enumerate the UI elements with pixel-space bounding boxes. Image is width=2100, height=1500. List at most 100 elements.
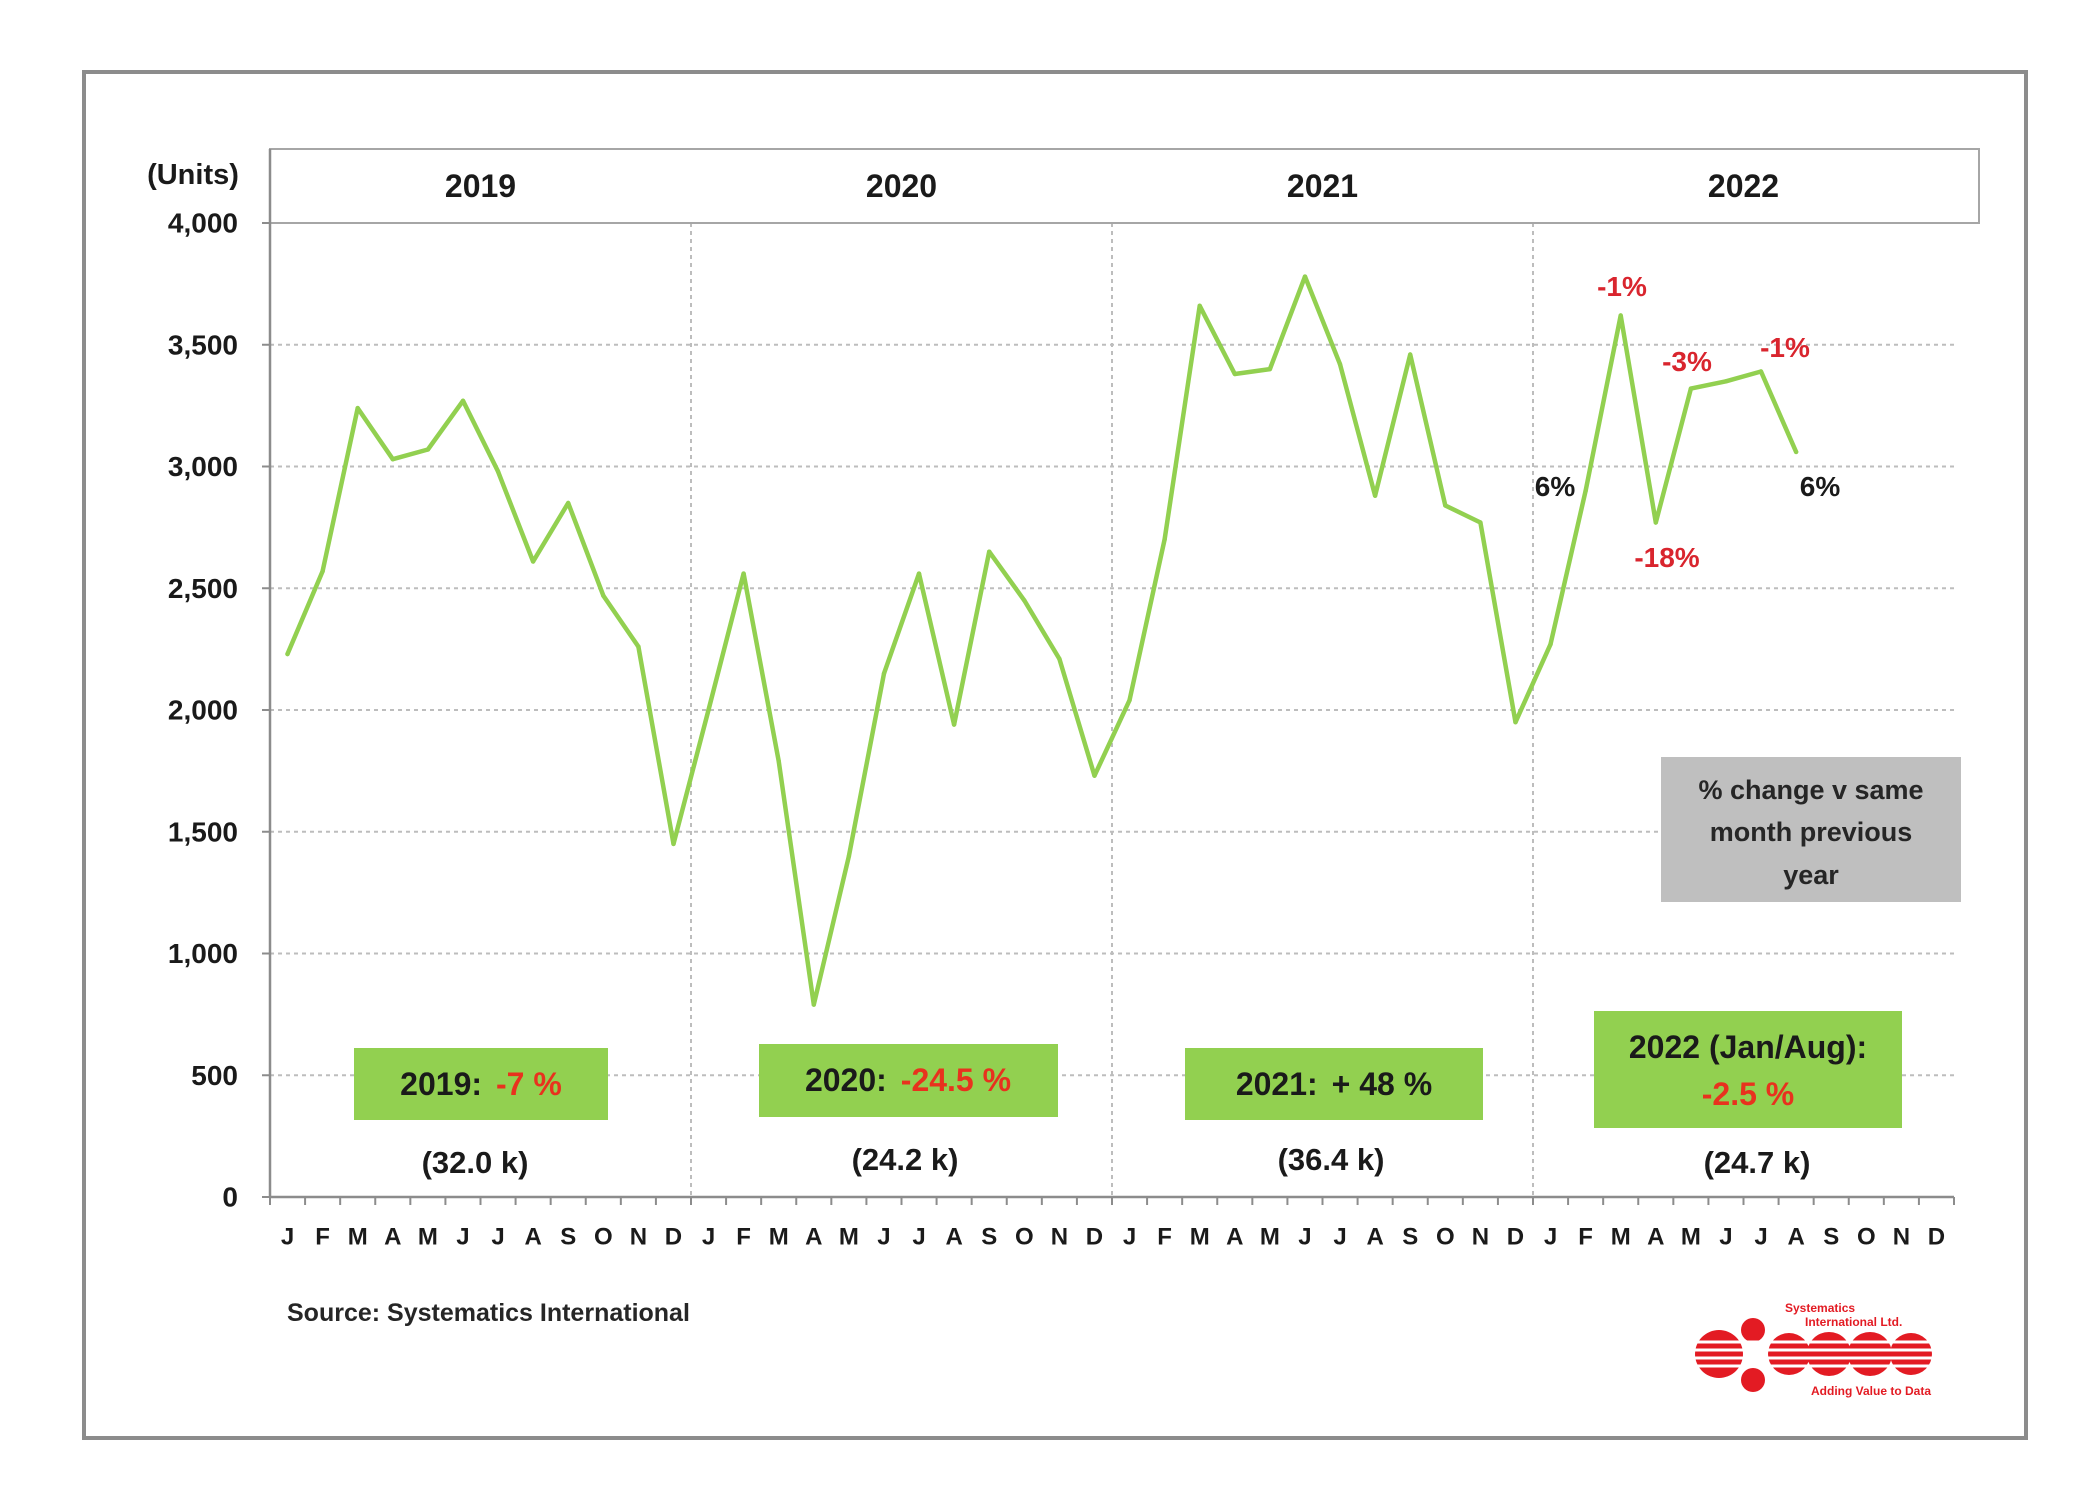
y-tick-label: 1,000 [168,938,238,969]
x-tick-label: A [945,1224,962,1251]
pct-change-label: 6% [1535,471,1576,502]
data-point [1162,537,1167,542]
summary-text: 2020: -24.5 % [805,1062,1011,1098]
x-tick-label: M [769,1224,789,1251]
data-point [495,469,501,474]
x-tick-label: N [1472,1224,1489,1251]
data-point [1337,362,1343,367]
logo-circle [1768,1333,1810,1375]
data-point [1232,371,1238,377]
pct-change-labels: 6% -1% -18% -3% -1% 6% [1535,271,1841,573]
year-labels: 2019 2020 2021 2022 [445,168,1779,204]
data-point [776,758,781,764]
summary-year-label: 2020: [805,1062,887,1098]
x-tick-label: O [1436,1224,1455,1251]
data-point [1618,313,1623,318]
x-tick-label: N [630,1224,647,1251]
company-logo: Systematics International Ltd. Adding Va… [1693,1301,1938,1398]
x-tick-label: A [524,1224,541,1251]
logo-circle [1695,1330,1743,1378]
axis-ticks [262,222,1955,1205]
yearly-total: (24.7 k) [1704,1145,1811,1180]
x-tick-label: F [736,1224,751,1251]
data-point [1127,698,1132,703]
data-point [1408,352,1413,357]
summary-box-2020: 2020: -24.5 % [759,1044,1058,1117]
yearly-total: (24.2 k) [852,1142,959,1177]
data-point [1653,520,1659,525]
series [285,274,1799,1007]
data-point [636,644,641,649]
x-tick-label: O [1857,1224,1876,1251]
note-line: year [1783,860,1839,890]
y-tick-label: 1,500 [168,816,238,847]
x-tick-label: M [1260,1224,1280,1251]
data-point [355,405,360,411]
data-point [881,671,887,676]
x-tick-label: O [594,1224,613,1251]
x-tick-label: M [418,1224,438,1251]
logo-tagline: Adding Value to Data [1811,1384,1931,1398]
x-tick-label: J [491,1224,504,1251]
data-point [1302,274,1308,279]
year-label: 2020 [866,168,937,204]
data-point [566,500,571,506]
x-tick-label: A [1787,1224,1804,1251]
y-tick-labels: 0 500 1,000 1,500 2,000 2,500 3,000 3,500 4,000 [168,208,238,1213]
y-tick-label: 2,000 [168,695,238,726]
logo-circle [1848,1332,1892,1376]
x-tick-label: D [1928,1224,1945,1251]
series-line [285,274,1799,1007]
summary-box-2019: 2019: -7 % [354,1048,608,1120]
data-point [425,447,431,452]
note-line: % change v same [1698,775,1923,805]
data-point [1688,386,1694,391]
pct-change-label: -1% [1597,271,1647,302]
y-tick-label: 3,500 [168,329,238,360]
note-box [1661,757,1961,902]
data-point [1372,493,1378,498]
data-point [1478,520,1483,525]
data-point [1267,366,1273,372]
data-point [706,707,711,713]
x-tick-label: N [1051,1224,1068,1251]
data-point [390,457,395,462]
yearly-total: (36.4 k) [1278,1142,1385,1177]
data-point [671,841,676,847]
x-tick-label: M [1190,1224,1210,1251]
pct-change-label: -1% [1760,332,1810,363]
pct-change-label: 6% [1800,471,1841,502]
x-tick-label: O [1015,1224,1034,1251]
x-tick-label: S [981,1224,997,1251]
chart-frame [82,70,2028,1440]
data-point [1057,656,1062,662]
x-tick-label: J [1544,1224,1557,1251]
x-tick-label: A [805,1224,822,1251]
x-tick-label: D [1507,1224,1524,1251]
x-tick-label: F [315,1224,330,1251]
data-point [811,1002,816,1007]
x-tick-label: M [1611,1224,1631,1251]
data-point [1513,720,1518,725]
data-point [741,571,746,576]
x-tick-label: S [1823,1224,1839,1251]
summary-box-background [354,1048,608,1120]
data-point [460,398,466,403]
summary-box-background [1594,1011,1902,1128]
logo-circle [1741,1368,1765,1392]
y-tick-label: 4,000 [168,208,238,239]
data-point [1443,503,1448,508]
x-tick-label: M [348,1224,368,1251]
summary-change: -2.5 % [1702,1076,1794,1112]
summary-change: -7 % [496,1066,562,1102]
x-tick-label: D [665,1224,682,1251]
summary-box-background [1185,1048,1483,1120]
x-tick-label: F [1157,1224,1172,1251]
x-tick-label: A [1647,1224,1664,1251]
x-tick-label: A [1366,1224,1383,1251]
x-tick-label: S [560,1224,576,1251]
data-point [320,569,325,574]
data-point [530,559,536,564]
